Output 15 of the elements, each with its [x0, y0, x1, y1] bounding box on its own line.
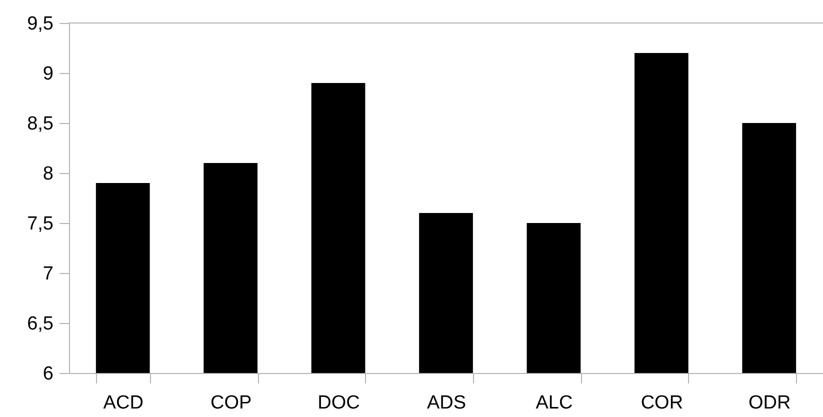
x-tick-label: ALC	[536, 392, 573, 414]
y-tick-label: 6,5	[27, 314, 54, 334]
y-tick-label: 6	[42, 364, 54, 384]
x-tick-label: ACD	[103, 392, 144, 414]
x-tick-label: DOC	[318, 392, 360, 414]
y-tick-label: 8,5	[27, 114, 54, 134]
x-tick-label: COP	[210, 392, 252, 414]
x-tick-label: ODR	[748, 392, 791, 414]
y-tick-label: 8	[42, 164, 54, 184]
x-tick-label: COR	[640, 392, 684, 414]
y-tick-label: 7,5	[27, 214, 54, 234]
y-tick-label: 9,5	[27, 14, 54, 34]
y-tick-label: 7	[42, 264, 54, 284]
y-tick-label: 9	[42, 64, 54, 84]
x-tick-label: ADS	[426, 392, 466, 414]
